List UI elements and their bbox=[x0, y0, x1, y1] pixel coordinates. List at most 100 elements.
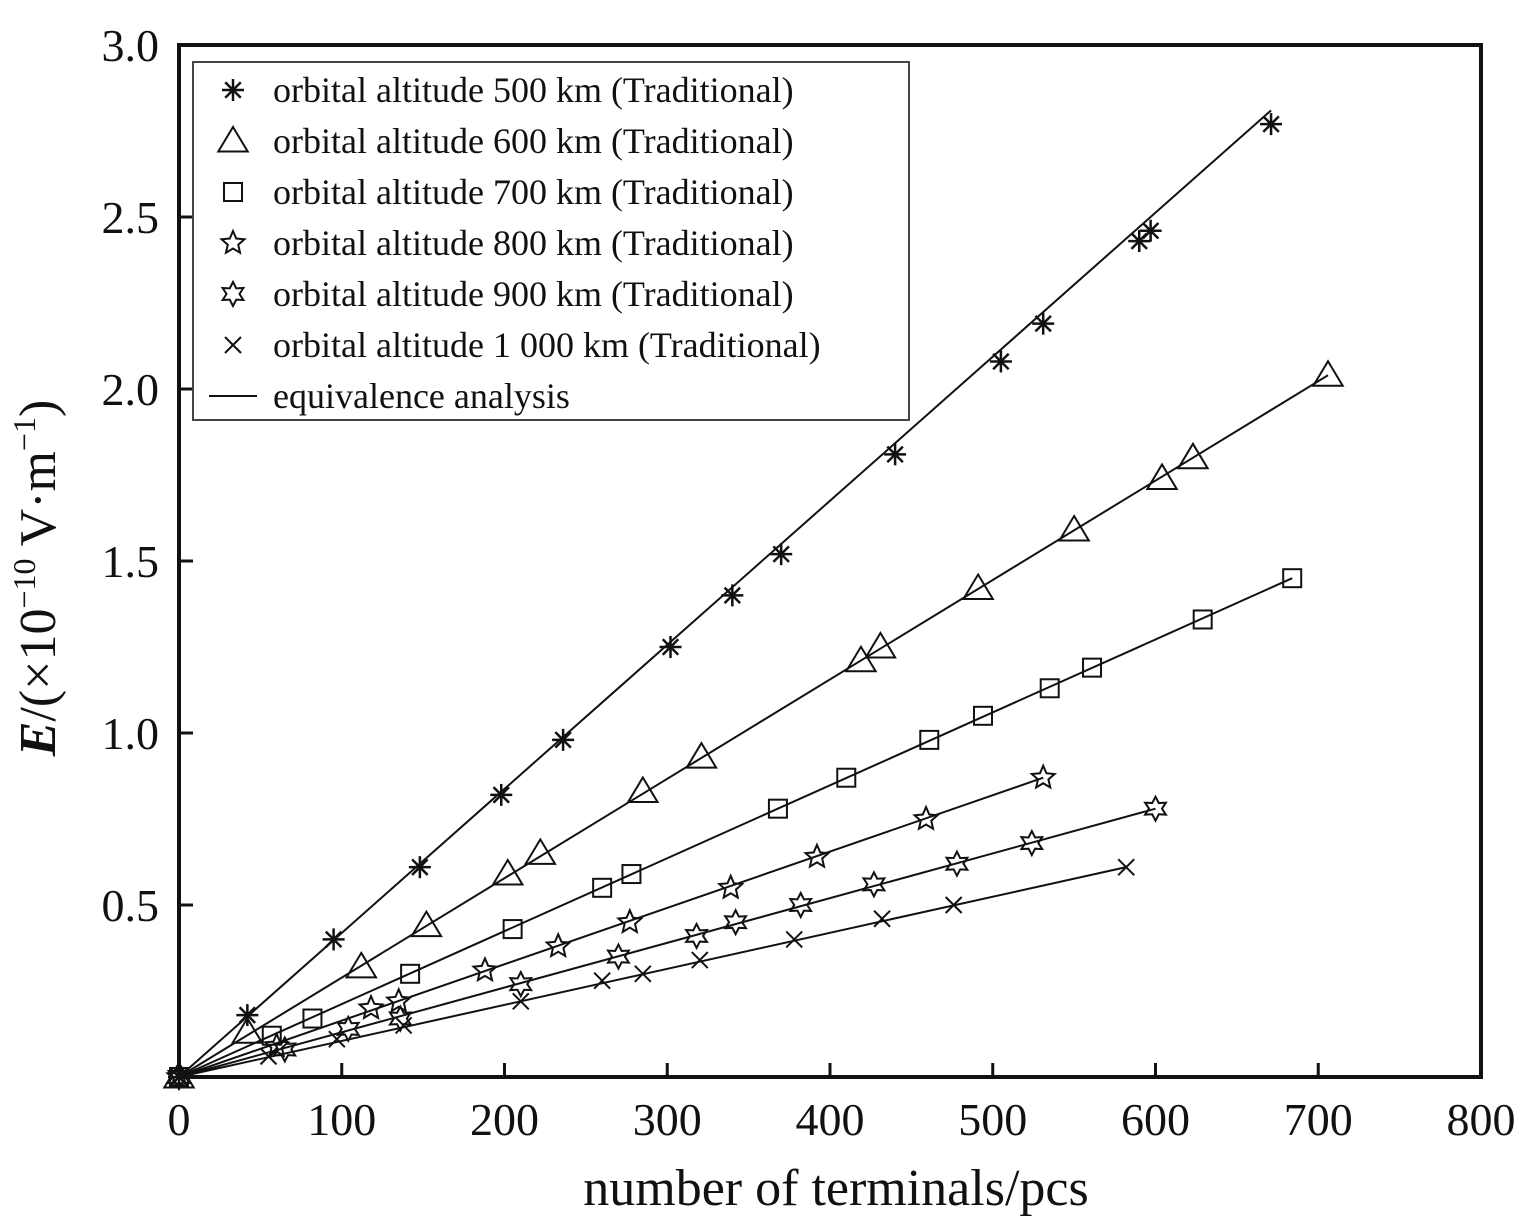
data-point-star6-8 bbox=[788, 890, 814, 920]
y-axis-title-unit: V·m bbox=[10, 451, 67, 558]
data-point-cross-11 bbox=[1117, 858, 1135, 876]
legend-label-cross: orbital altitude 1 000 km (Traditional) bbox=[273, 325, 821, 365]
x-axis-title: number of terminals/pcs bbox=[583, 1160, 1088, 1216]
data-point-square-6 bbox=[621, 864, 642, 885]
data-point-square-9 bbox=[919, 729, 940, 750]
data-point-square-13 bbox=[1192, 609, 1213, 630]
data-point-triangle-3 bbox=[409, 909, 443, 938]
data-point-star6-3 bbox=[388, 1004, 413, 1033]
x-tick-label-500: 500 bbox=[958, 1094, 1027, 1145]
legend-marker-square bbox=[223, 182, 243, 202]
data-point-asterisk-13 bbox=[1139, 219, 1162, 242]
x-tick-label-200: 200 bbox=[470, 1094, 539, 1145]
data-point-asterisk-2 bbox=[322, 928, 345, 951]
data-point-star5-9 bbox=[912, 804, 940, 831]
data-point-square-4 bbox=[502, 919, 523, 940]
data-point-star5-7 bbox=[716, 873, 745, 900]
fit-line-star6 bbox=[178, 807, 1156, 1078]
data-point-square-3 bbox=[400, 963, 421, 984]
data-point-star6-1 bbox=[272, 1035, 298, 1064]
data-point-asterisk-3 bbox=[408, 856, 431, 879]
legend-item-line: equivalence analysis bbox=[209, 376, 570, 416]
data-point-asterisk-1 bbox=[236, 1004, 259, 1027]
data-point-star6-10 bbox=[944, 849, 970, 878]
legend-marker-cross bbox=[224, 336, 242, 354]
data-point-cross-7 bbox=[691, 951, 709, 969]
data-point-asterisk-4 bbox=[490, 783, 513, 806]
data-point-asterisk-11 bbox=[1032, 312, 1055, 335]
data-point-star6-12 bbox=[1143, 794, 1168, 823]
x-tick-label-800: 800 bbox=[1447, 1094, 1516, 1145]
data-point-asterisk-5 bbox=[552, 728, 575, 751]
data-point-cross-10 bbox=[944, 896, 963, 914]
data-point-triangle-4 bbox=[491, 858, 525, 886]
legend-label-triangle: orbital altitude 600 km (Traditional) bbox=[273, 121, 794, 161]
series-asterisk bbox=[168, 109, 1283, 1088]
legend-item-star5: orbital altitude 800 km (Traditional) bbox=[219, 223, 794, 263]
y-axis-title: E/(×10−10 V·m−1) bbox=[6, 400, 67, 758]
data-point-asterisk-14 bbox=[1260, 113, 1283, 136]
data-point-star6-2 bbox=[335, 1014, 361, 1044]
data-point-square-2 bbox=[302, 1008, 323, 1029]
x-tick-label-300: 300 bbox=[633, 1094, 702, 1145]
data-point-triangle-11 bbox=[1057, 514, 1091, 542]
legend-label-asterisk: orbital altitude 500 km (Traditional) bbox=[273, 70, 794, 110]
data-point-star6-0 bbox=[166, 1062, 192, 1092]
data-point-star6-5 bbox=[606, 942, 631, 971]
y-tick-label-3: 3.0 bbox=[102, 20, 160, 71]
fit-line-cross bbox=[178, 866, 1127, 1078]
data-point-asterisk-9 bbox=[884, 443, 907, 466]
legend-label-square: orbital altitude 700 km (Traditional) bbox=[273, 172, 794, 212]
data-point-triangle-2 bbox=[344, 950, 378, 979]
data-point-cross-8 bbox=[785, 930, 803, 949]
data-point-cross-9 bbox=[873, 910, 891, 928]
series-cross bbox=[170, 858, 1135, 1086]
axis-ticks: 0 100 200 300 400 500 600 700 800 0.5 1.0 1.5 2.0 2.5… bbox=[102, 20, 1516, 1145]
legend-box bbox=[192, 61, 910, 421]
series-star6 bbox=[166, 794, 1168, 1092]
x-tick-label-100: 100 bbox=[307, 1094, 376, 1145]
data-point-star6-11 bbox=[1019, 828, 1045, 858]
data-point-square-10 bbox=[972, 705, 993, 726]
y-tick-label-1.5: 1.5 bbox=[102, 536, 160, 587]
y-axis-title-prefix: /(×10 bbox=[10, 609, 67, 722]
data-point-square-7 bbox=[767, 798, 788, 819]
y-tick-label-2.5: 2.5 bbox=[102, 192, 160, 243]
data-point-star6-6 bbox=[684, 921, 709, 951]
legend-item-star6: orbital altitude 900 km (Traditional) bbox=[220, 274, 794, 314]
y-tick-label-0.5: 0.5 bbox=[102, 880, 160, 931]
series-triangle bbox=[162, 359, 1345, 1089]
data-point-star5-2 bbox=[357, 993, 385, 1020]
x-tick-label-700: 700 bbox=[1284, 1094, 1353, 1145]
y-axis-title-symbol: E bbox=[10, 722, 67, 758]
data-point-triangle-1 bbox=[230, 1016, 264, 1044]
fit-line-asterisk bbox=[178, 109, 1272, 1078]
data-point-asterisk-6 bbox=[659, 636, 682, 658]
y-axis-title-close: ) bbox=[10, 400, 67, 417]
data-point-triangle-7 bbox=[684, 741, 718, 769]
legend-marker-star5 bbox=[219, 228, 247, 255]
legend-item-cross: orbital altitude 1 000 km (Traditional) bbox=[224, 325, 821, 365]
data-point-triangle-13 bbox=[1176, 441, 1210, 470]
data-point-triangle-9 bbox=[863, 631, 897, 659]
data-point-square-8 bbox=[836, 767, 857, 788]
data-point-star5-6 bbox=[615, 907, 644, 934]
data-point-triangle-6 bbox=[626, 775, 660, 803]
plot-layer bbox=[162, 109, 1345, 1092]
data-point-star5-3 bbox=[384, 986, 413, 1014]
data-point-triangle-8 bbox=[844, 644, 878, 673]
data-point-cross-2 bbox=[328, 1030, 346, 1048]
y-tick-label-2: 2.0 bbox=[102, 364, 160, 415]
data-point-asterisk-8 bbox=[770, 543, 793, 566]
data-point-square-12 bbox=[1082, 657, 1103, 678]
y-tick-label-1: 1.0 bbox=[102, 708, 160, 759]
y-axis-title-unit-exponent: −1 bbox=[6, 417, 42, 451]
fit-line-square bbox=[178, 577, 1293, 1078]
data-point-square-11 bbox=[1039, 678, 1060, 699]
data-point-triangle-12 bbox=[1145, 462, 1179, 490]
data-point-cross-4 bbox=[512, 992, 530, 1011]
data-point-star6-4 bbox=[508, 969, 534, 999]
legend: orbital altitude 500 km (Traditional) orb… bbox=[192, 61, 910, 421]
data-point-cross-3 bbox=[394, 1016, 413, 1035]
